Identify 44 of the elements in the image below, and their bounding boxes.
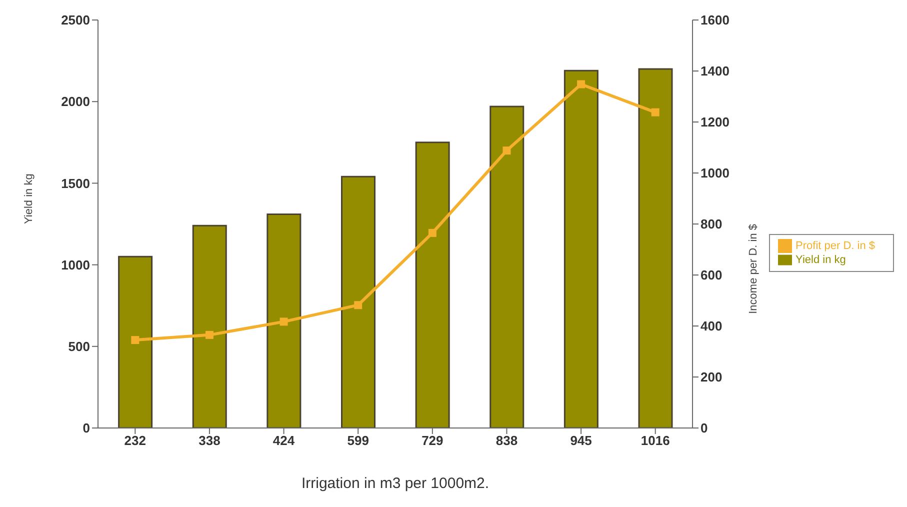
x-tick-label: 1016 [640, 433, 670, 448]
bar [564, 70, 598, 428]
bar [638, 68, 673, 428]
y2-tick-label: 200 [700, 370, 722, 385]
point [428, 228, 436, 237]
point [205, 330, 214, 339]
x-tick-label: 338 [198, 433, 220, 448]
bar [192, 224, 227, 428]
y2-tick-label: 400 [700, 318, 722, 334]
y2-axis-title: Income per D. in $ [747, 224, 760, 314]
x-tick-label: 729 [422, 433, 444, 448]
y2-tick-label: 1200 [700, 114, 730, 130]
y-tick-label: 0 [82, 420, 90, 436]
x-axis-title: Irrigation in m3 per 1000m2. [301, 475, 490, 492]
legend-label: Profit per D. in $ [796, 240, 875, 252]
legend-label: Yield in kg [796, 254, 846, 266]
bar [415, 142, 450, 428]
bar [341, 176, 376, 428]
y-tick-label: 1500 [61, 176, 90, 191]
x-tick-label: 599 [347, 433, 369, 448]
point [651, 108, 660, 116]
y2-tick-label: 800 [700, 216, 722, 232]
y2-tick-label: 1000 [700, 166, 730, 181]
point [502, 146, 511, 155]
y2-tick-label: 1400 [700, 64, 730, 79]
bar [118, 256, 153, 428]
y-tick-label: 2000 [61, 94, 90, 110]
point [354, 301, 362, 310]
y-axis-title: Yield in kg [22, 174, 35, 224]
y-tick-label: 1000 [61, 257, 90, 272]
y2-tick-label: 600 [700, 268, 722, 283]
y2-tick-label: 0 [700, 420, 708, 436]
point [131, 336, 140, 344]
y2-tick-label: 1600 [700, 12, 730, 28]
x-tick-label: 945 [570, 433, 592, 448]
bar [490, 106, 524, 428]
x-tick-label: 424 [272, 433, 296, 448]
point [280, 318, 288, 326]
y-tick-label: 2500 [61, 12, 90, 28]
y-tick-label: 500 [68, 339, 90, 354]
bar [266, 213, 302, 428]
x-tick-label: 838 [496, 433, 518, 448]
x-tick-label: 232 [124, 433, 146, 448]
point [577, 80, 586, 88]
